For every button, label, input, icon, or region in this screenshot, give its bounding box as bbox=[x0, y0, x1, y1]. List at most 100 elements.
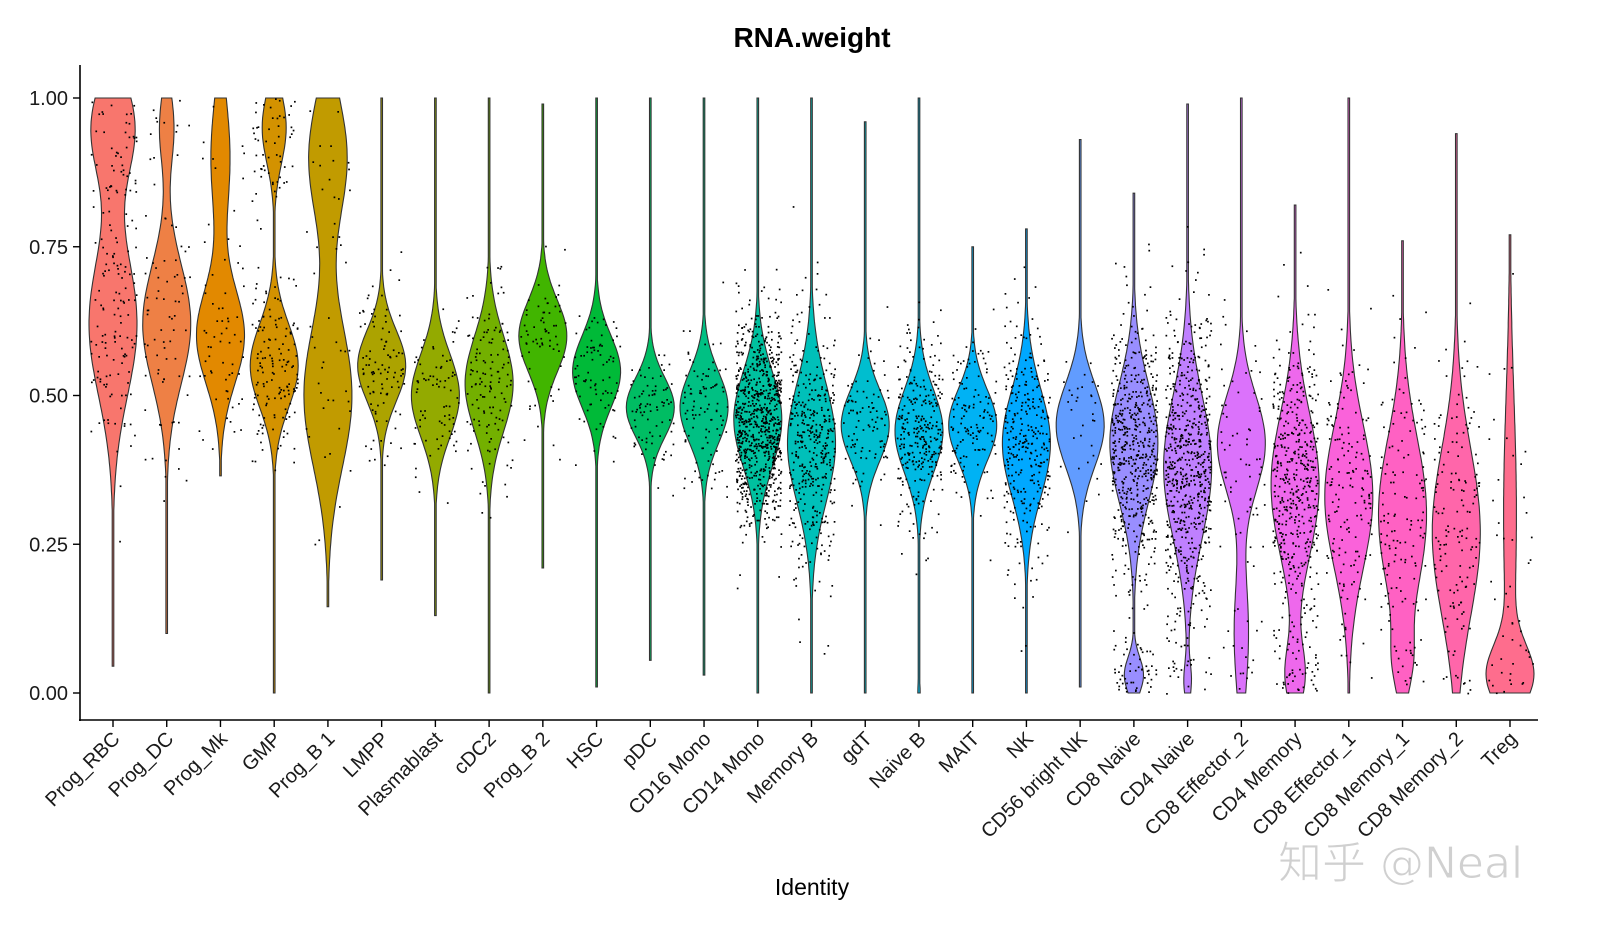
jitter-point bbox=[1206, 318, 1208, 320]
jitter-point bbox=[1209, 528, 1212, 530]
jitter-point bbox=[1202, 514, 1205, 517]
jitter-point bbox=[767, 384, 770, 386]
jitter-point bbox=[1174, 473, 1176, 476]
jitter-point bbox=[940, 474, 942, 476]
jitter-point bbox=[743, 406, 745, 409]
jitter-point bbox=[1006, 501, 1008, 503]
jitter-point bbox=[778, 288, 781, 291]
violin-gdt bbox=[840, 121, 890, 694]
jitter-point bbox=[752, 436, 755, 439]
jitter-point bbox=[262, 154, 264, 156]
jitter-point bbox=[935, 464, 938, 466]
jitter-point bbox=[283, 116, 285, 119]
jitter-point bbox=[1174, 462, 1176, 464]
jitter-point bbox=[799, 434, 802, 437]
jitter-point bbox=[1148, 691, 1150, 693]
jitter-point bbox=[1260, 398, 1263, 400]
violin-cd8-effector-1 bbox=[1324, 97, 1374, 694]
jitter-point bbox=[1202, 555, 1204, 557]
jitter-point bbox=[91, 101, 94, 104]
jitter-point bbox=[767, 453, 770, 455]
jitter-point bbox=[1155, 531, 1157, 533]
jitter-point bbox=[233, 333, 236, 336]
jitter-point bbox=[131, 346, 134, 349]
jitter-point bbox=[1167, 548, 1169, 551]
jitter-point bbox=[451, 331, 454, 333]
jitter-point bbox=[796, 403, 798, 405]
jitter-point bbox=[779, 455, 781, 458]
jitter-point bbox=[983, 448, 986, 451]
jitter-point bbox=[1202, 461, 1205, 463]
jitter-point bbox=[1140, 540, 1143, 543]
jitter-point bbox=[1174, 552, 1176, 555]
jitter-point bbox=[340, 244, 342, 246]
jitter-point bbox=[1202, 582, 1205, 584]
jitter-point bbox=[752, 367, 755, 370]
jitter-point bbox=[912, 389, 915, 392]
jitter-point bbox=[1137, 477, 1139, 480]
jitter-point bbox=[507, 356, 510, 358]
jitter-point bbox=[809, 383, 811, 385]
jitter-point bbox=[1130, 374, 1133, 376]
jitter-point bbox=[1020, 371, 1023, 373]
jitter-point bbox=[90, 153, 93, 156]
jitter-point bbox=[253, 170, 256, 173]
jitter-point bbox=[1183, 511, 1186, 514]
jitter-point bbox=[1241, 647, 1243, 649]
jitter-point bbox=[940, 434, 942, 436]
jitter-point bbox=[1036, 437, 1038, 440]
jitter-point bbox=[261, 449, 264, 451]
jitter-point bbox=[489, 516, 492, 519]
jitter-point bbox=[1172, 467, 1174, 470]
jitter-point bbox=[766, 422, 768, 424]
jitter-point bbox=[1208, 452, 1210, 455]
jitter-point bbox=[745, 395, 747, 398]
jitter-point bbox=[1132, 418, 1135, 420]
jitter-point bbox=[957, 431, 960, 434]
jitter-point bbox=[703, 387, 706, 390]
jitter-point bbox=[925, 441, 927, 443]
jitter-point bbox=[753, 438, 755, 441]
jitter-point bbox=[1176, 445, 1179, 448]
jitter-point bbox=[972, 437, 975, 439]
jitter-point bbox=[771, 501, 774, 503]
jitter-point bbox=[608, 358, 610, 361]
jitter-point bbox=[1181, 511, 1183, 514]
jitter-point bbox=[1172, 461, 1174, 463]
jitter-point bbox=[806, 424, 809, 426]
jitter-point bbox=[500, 286, 503, 289]
jitter-point bbox=[880, 478, 882, 481]
jitter-point bbox=[1315, 451, 1318, 453]
jitter-point bbox=[1282, 558, 1284, 560]
jitter-point bbox=[764, 366, 766, 369]
jitter-point bbox=[105, 386, 107, 388]
jitter-point bbox=[1180, 645, 1183, 648]
jitter-point bbox=[257, 394, 259, 397]
jitter-point bbox=[1035, 427, 1037, 429]
jitter-point bbox=[328, 317, 330, 319]
jitter-point bbox=[1315, 399, 1317, 402]
jitter-point bbox=[1006, 432, 1009, 434]
jitter-point bbox=[765, 408, 768, 411]
jitter-point bbox=[1122, 539, 1125, 542]
jitter-point bbox=[1309, 506, 1312, 509]
jitter-point bbox=[470, 361, 472, 364]
jitter-point bbox=[752, 426, 755, 429]
jitter-point bbox=[804, 444, 806, 447]
jitter-point bbox=[1189, 547, 1192, 550]
jitter-point bbox=[776, 390, 779, 392]
jitter-point bbox=[941, 488, 944, 491]
jitter-point bbox=[735, 453, 738, 456]
jitter-point bbox=[1291, 431, 1293, 434]
jitter-point bbox=[745, 520, 748, 523]
jitter-point bbox=[1171, 432, 1174, 435]
jitter-point bbox=[801, 289, 804, 292]
jitter-point bbox=[1154, 458, 1157, 461]
jitter-point bbox=[414, 427, 417, 429]
jitter-point bbox=[933, 398, 936, 401]
jitter-point bbox=[790, 412, 793, 415]
jitter-point bbox=[385, 420, 388, 422]
jitter-point bbox=[932, 394, 935, 396]
jitter-point bbox=[1154, 409, 1157, 411]
jitter-point bbox=[292, 365, 294, 367]
